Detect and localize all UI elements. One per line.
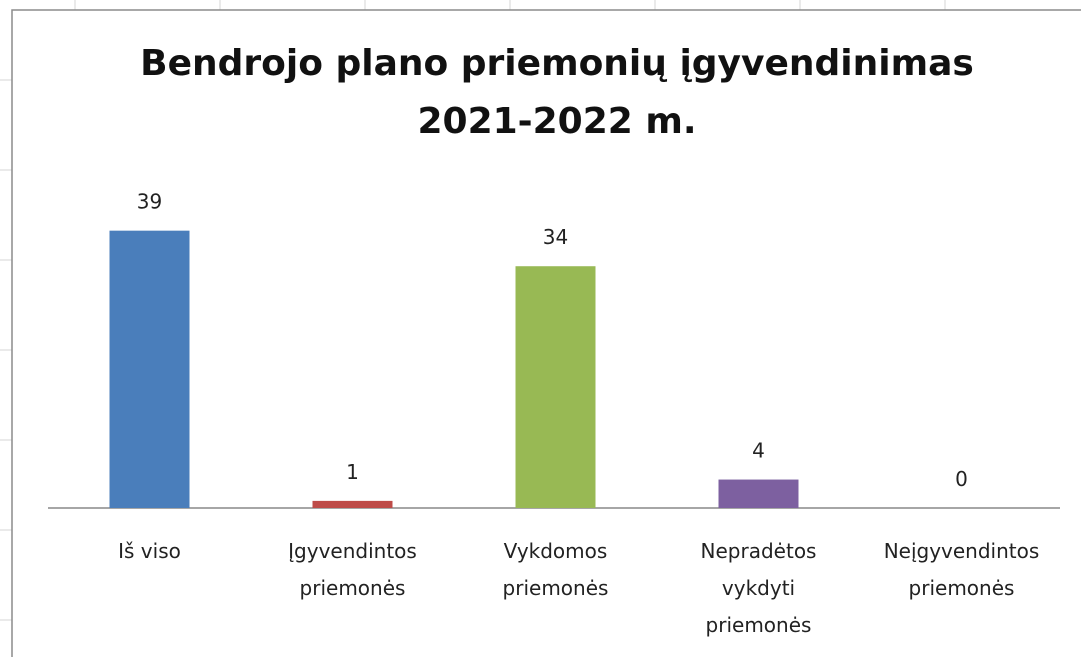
sheet-grid — [0, 0, 946, 621]
bar — [515, 266, 596, 508]
data-label: 4 — [752, 439, 765, 463]
data-label: 39 — [137, 190, 162, 214]
data-label: 0 — [955, 467, 968, 491]
bar — [109, 230, 190, 508]
chart-title: Bendrojo plano priemonių įgyvendinimas 20… — [140, 43, 974, 142]
x-tick-label: Nepradėtos vykdyti priemonės — [701, 539, 817, 637]
x-tick-label: Iš viso — [118, 539, 181, 563]
x-tick-label: Neįgyvendintos priemonės — [884, 539, 1040, 600]
x-tick-label: Įgyvendintos priemonės — [288, 539, 417, 600]
bar — [312, 500, 393, 508]
data-label: 1 — [346, 460, 359, 484]
data-label: 34 — [543, 225, 568, 249]
bar — [718, 479, 799, 508]
x-tick-label: Vykdomos priemonės — [503, 539, 609, 600]
